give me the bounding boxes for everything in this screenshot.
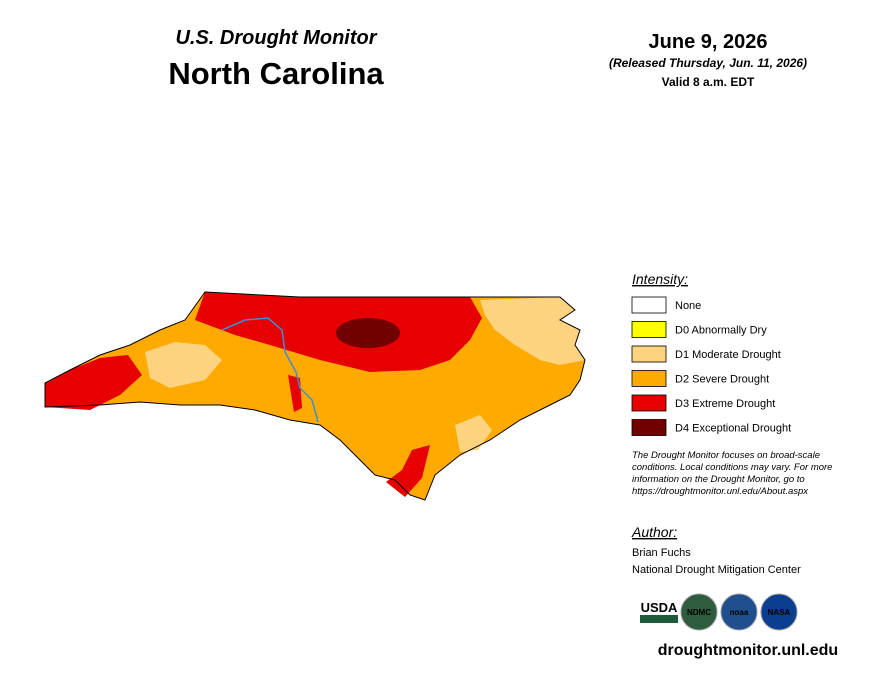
- author-org: National Drought Mitigation Center: [632, 564, 801, 576]
- legend-swatch: [631, 370, 667, 387]
- region-d1: [145, 342, 222, 388]
- state-name: North Carolina: [168, 56, 384, 91]
- note-line: https://droughtmonitor.unl.edu/About.asp…: [632, 486, 809, 497]
- map-date: June 9, 2026: [649, 31, 768, 53]
- legend-title: Intensity:: [632, 271, 688, 287]
- title: U.S. Drought Monitor: [175, 27, 377, 49]
- logo: USDA: [641, 600, 678, 615]
- region-d4: [336, 318, 400, 348]
- legend-swatch: [631, 419, 667, 436]
- logo-bar: [640, 615, 678, 623]
- site-url: droughtmonitor.unl.edu: [658, 642, 838, 659]
- legend-swatch: [631, 394, 667, 412]
- legend-label: D0 Abnormally Dry: [675, 325, 767, 337]
- logo-badge: [680, 593, 718, 631]
- legend-swatch: [631, 296, 667, 314]
- logos: USDA NDMC noaa NASA: [640, 593, 798, 631]
- region-d3: [45, 355, 142, 410]
- valid-time: Valid 8 a.m. EDT: [662, 75, 755, 89]
- state-map: [44, 291, 586, 501]
- logo-badge: [760, 593, 798, 631]
- region-d1: [480, 297, 585, 365]
- region-d1: [455, 415, 492, 452]
- logo-badge: [720, 593, 758, 631]
- region-d3: [386, 445, 430, 497]
- legend-label: None: [675, 300, 701, 312]
- legend-label: D3 Extreme Drought: [675, 398, 775, 410]
- note-line: The Drought Monitor focuses on broad-sca…: [632, 450, 820, 461]
- legend: None D0 Abnormally Dry D1 Moderate Drought…: [631, 296, 791, 436]
- state-outline: [44, 291, 586, 501]
- logo: NDMC: [687, 608, 711, 617]
- note-line: conditions. Local conditions may vary. F…: [632, 462, 832, 473]
- author-title: Author:: [631, 524, 677, 540]
- note-line: information on the Drought Monitor, go t…: [632, 474, 805, 485]
- author-name: Brian Fuchs: [632, 547, 691, 559]
- legend-label: D4 Exceptional Drought: [675, 423, 791, 435]
- legend-label: D1 Moderate Drought: [675, 349, 781, 361]
- legend-swatch: [631, 321, 667, 338]
- note: The Drought Monitor focuses on broad-sca…: [632, 450, 832, 497]
- logo: NASA: [768, 608, 791, 617]
- release-date: (Released Thursday, Jun. 11, 2026): [609, 56, 807, 70]
- legend-label: D2 Severe Drought: [675, 374, 769, 386]
- legend-swatch: [631, 345, 667, 363]
- river: [221, 317, 319, 423]
- logo: noaa: [730, 608, 749, 617]
